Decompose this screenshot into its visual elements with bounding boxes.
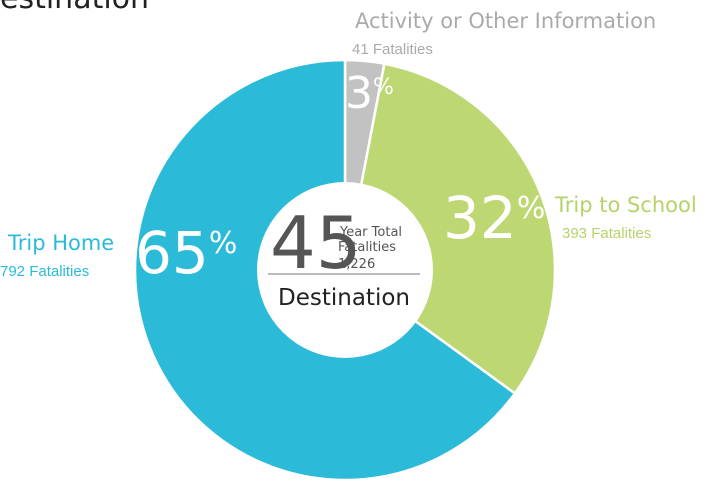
donut-hole [257, 182, 433, 358]
count-label: 393 Fatalities [562, 225, 651, 242]
slice [343, 62, 557, 396]
percent-label: 3% [345, 68, 394, 119]
percent-number: 32 [443, 184, 517, 252]
percent-label: 65% [135, 219, 237, 287]
count-label: 41 Fatalities [352, 41, 433, 58]
center-line2: Fatalities [338, 240, 396, 255]
percent-number: 3 [345, 68, 373, 119]
percent-unit: % [209, 226, 238, 261]
center-line1: Year Total [339, 225, 402, 240]
count-label: 792 Fatalities [0, 263, 89, 280]
center-total: 1,226 [338, 257, 375, 272]
percent-unit: % [373, 75, 394, 100]
category-label: Trip Home [7, 231, 114, 255]
category-label: Trip to School [554, 193, 697, 217]
center-years: 45 [270, 201, 362, 285]
category-label: Activity or Other Information [355, 9, 656, 33]
percent-number: 65 [135, 219, 209, 287]
center-caption: Destination [278, 285, 410, 311]
percent-label: 32% [443, 184, 545, 252]
percent-unit: % [517, 191, 546, 226]
chart-title: estination [0, 0, 149, 16]
